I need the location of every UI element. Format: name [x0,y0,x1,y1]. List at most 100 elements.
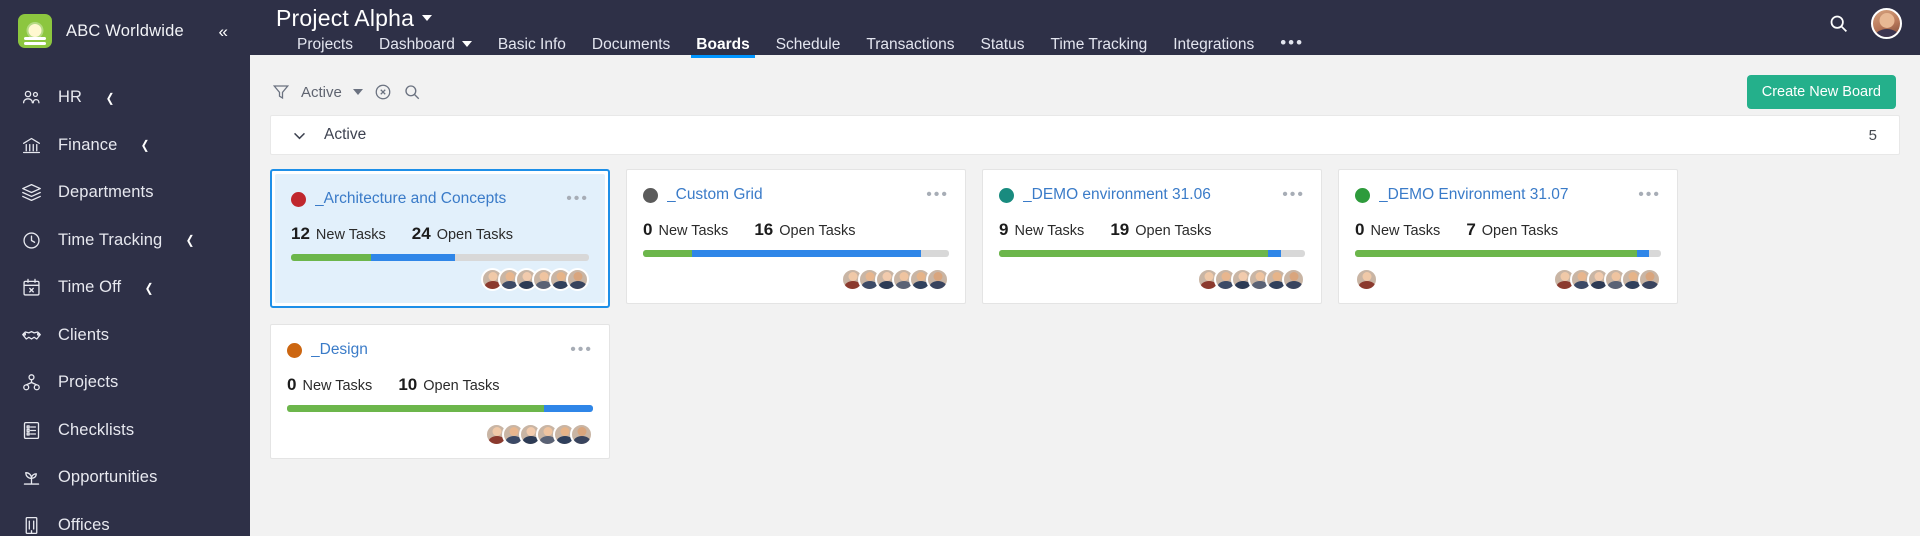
tab-dashboard[interactable]: Dashboard [366,36,485,56]
search-icon[interactable] [1828,13,1849,34]
tab-overflow-icon[interactable]: ••• [1280,33,1305,52]
tab-schedule[interactable]: Schedule [763,35,854,56]
board-card-menu-icon[interactable]: ••• [566,190,589,208]
board-name-link[interactable]: _Design [311,341,368,358]
board-card-header: _Architecture and Concepts ••• [291,190,589,208]
avatar[interactable] [1282,268,1305,291]
board-color-dot-icon [643,187,658,203]
progress-bar [643,250,949,257]
open-tasks-count: 19 [1110,220,1130,239]
tab-projects[interactable]: Projects [284,36,366,56]
sidebar-item-departments[interactable]: Departments [0,169,250,217]
progress-segment-green [287,405,545,412]
board-member-avatars [481,268,589,291]
sidebar-item-opportunities[interactable]: Opportunities [0,454,250,502]
progress-segment-blue [1268,250,1281,257]
clear-circle-x-icon[interactable] [374,83,392,101]
chevron-down-icon[interactable] [291,127,308,144]
progress-segment-green [999,250,1269,257]
board-card-body: _Custom Grid ••• 0 New Tasks 16 Open Tasks [626,169,966,304]
board-name-link[interactable]: _DEMO environment 31.06 [1023,186,1211,203]
filter-chevron-down-icon[interactable] [352,89,363,95]
sidebar-item-hr[interactable]: HR ❮ [0,74,250,122]
sidebar-brand[interactable]: ABC Worldwide « [0,0,250,62]
sidebar-item-finance[interactable]: Finance ❮ [0,122,250,170]
tab-documents[interactable]: Documents [579,36,683,56]
sidebar-item-time-tracking[interactable]: Time Tracking ❮ [0,217,250,265]
board-group-header[interactable]: Active 5 [270,115,1900,155]
open-tasks-label: Open Tasks [1135,223,1212,239]
avatar[interactable] [1871,8,1902,39]
group-count: 5 [1868,126,1877,144]
filter-controls: Active [272,83,421,101]
tab-basic-info[interactable]: Basic Info [485,36,579,56]
board-card[interactable]: _DEMO environment 31.06 ••• 9 New Tasks 19 Op… [982,169,1322,308]
tab-boards[interactable]: Boards [683,36,762,58]
sidebar-item-label: Time Tracking [58,230,163,249]
sidebar-item-clients[interactable]: Clients [0,312,250,360]
sidebar-item-label: Time Off [58,278,122,297]
sidebar-item-offices[interactable]: Offices [0,502,250,536]
board-card-menu-icon[interactable]: ••• [926,186,949,204]
board-card-body: _DEMO Environment 31.07 ••• 0 New Tasks 7 Ope… [1338,169,1678,304]
sprout-icon [20,467,42,489]
board-stats: 9 New Tasks 19 Open Tasks [999,220,1305,240]
open-tasks-stat: 24 Open Tasks [412,224,513,244]
progress-bar [999,250,1305,257]
group-toggle[interactable]: Active [291,126,366,144]
open-tasks-count: 7 [1466,220,1476,239]
avatar[interactable] [1638,268,1661,291]
funnel-icon[interactable] [272,83,290,101]
tab-transactions[interactable]: Transactions [853,36,967,56]
tab-time-tracking[interactable]: Time Tracking [1037,36,1160,56]
progress-segment-blue [544,405,593,412]
sidebar-item-projects[interactable]: Projects [0,359,250,407]
progress-bar [291,254,589,261]
board-name-link[interactable]: _DEMO Environment 31.07 [1379,186,1569,203]
avatar[interactable] [570,423,593,446]
content-area: Active Create New Board [250,55,1920,536]
board-card[interactable]: _DEMO Environment 31.07 ••• 0 New Tasks 7 Ope… [1338,169,1678,308]
new-tasks-label: New Tasks [315,227,386,243]
avatar[interactable] [926,268,949,291]
tab-status[interactable]: Status [968,36,1038,56]
search-icon[interactable] [403,83,421,101]
tab-label: Schedule [775,35,841,53]
sidebar-item-checklists[interactable]: Checklists [0,407,250,455]
sidebar: ABC Worldwide « HR ❮ Finance ❮ Departments Ti… [0,0,250,536]
create-new-board-button[interactable]: Create New Board [1746,75,1896,109]
sidebar-item-label: Checklists [58,420,135,439]
board-card-menu-icon[interactable]: ••• [1638,186,1661,204]
new-tasks-label: New Tasks [1014,223,1085,239]
sidebar-nav: HR ❮ Finance ❮ Departments Time Tracking ❮ Time… [0,62,250,536]
chevron-left-icon[interactable]: ❮ [141,138,150,153]
board-card[interactable]: _Custom Grid ••• 0 New Tasks 16 Open Tasks [626,169,966,308]
board-card-header: _Custom Grid ••• [643,186,949,204]
board-name-link[interactable]: _Architecture and Concepts [315,190,507,207]
board-card-header: _Design ••• [287,341,593,359]
sidebar-collapse-icon[interactable]: « [218,21,228,41]
avatar[interactable] [1355,268,1378,291]
board-stats: 0 New Tasks 10 Open Tasks [287,375,593,395]
board-card[interactable]: _Design ••• 0 New Tasks 10 Open Tasks [270,324,610,459]
chevron-left-icon[interactable]: ❮ [186,233,195,248]
board-name-link[interactable]: _Custom Grid [667,186,763,203]
board-card[interactable]: _Architecture and Concepts ••• 12 New Tasks… [270,169,610,308]
filter-value[interactable]: Active [301,83,342,101]
chevron-left-icon[interactable]: ❮ [105,90,115,105]
sidebar-item-label: Projects [58,373,119,392]
header-actions [1828,8,1902,39]
board-card-menu-icon[interactable]: ••• [570,341,593,359]
chevron-left-icon[interactable]: ❮ [144,280,154,295]
board-card-menu-icon[interactable]: ••• [1282,186,1305,204]
avatar[interactable] [566,268,589,291]
chevron-down-icon[interactable] [461,41,472,48]
board-card-body: _DEMO environment 31.06 ••• 9 New Tasks 19 Op… [982,169,1322,304]
sidebar-item-time-off[interactable]: Time Off ❮ [0,264,250,312]
project-chevron-down-icon[interactable] [422,15,433,21]
tab-integrations[interactable]: Integrations [1160,36,1267,56]
board-stats: 0 New Tasks 7 Open Tasks [1355,220,1661,240]
board-stats: 0 New Tasks 16 Open Tasks [643,220,949,240]
new-tasks-stat: 9 New Tasks [999,220,1084,240]
page-title[interactable]: Project Alpha [276,4,415,31]
